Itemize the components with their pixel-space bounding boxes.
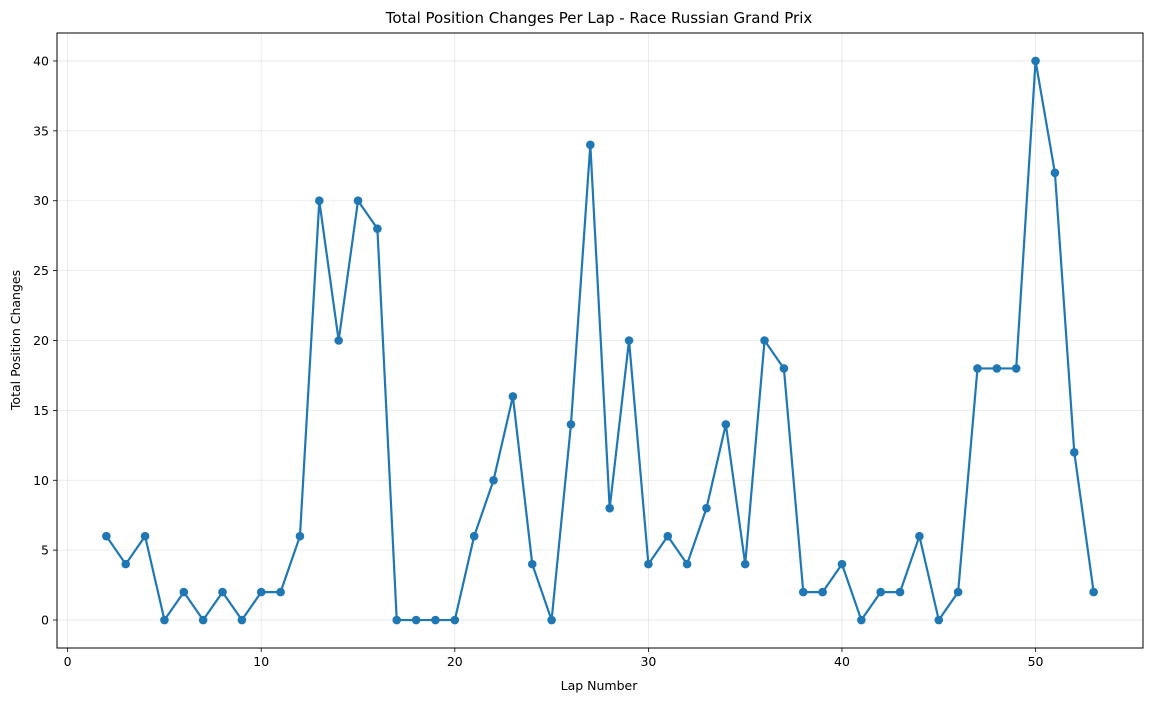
data-point [198,615,208,625]
data-point [256,587,266,597]
data-point [140,531,150,541]
data-point [218,587,227,597]
y-tick-label: 15 [33,403,49,418]
data-point [1069,448,1079,457]
data-point [1031,56,1040,66]
data-point [315,196,324,206]
data-point [566,420,576,429]
y-tick-label: 30 [33,193,49,208]
data-point [992,364,1002,373]
data-point [1050,168,1060,178]
y-tick-label: 0 [41,613,49,628]
data-point [1011,364,1021,373]
x-axis: 0 10 20 30 40 50 [64,648,1044,669]
data-point [353,196,363,206]
data-point [934,615,944,625]
chart-title: Total Position Changes Per Lap - Race Ru… [385,9,813,27]
data-point [973,364,982,373]
data-point [682,559,692,569]
x-axis-label: Lap Number [561,678,639,693]
data-point [373,224,382,233]
data-point [334,336,343,345]
x-tick-label: 50 [1028,654,1044,669]
data-point [586,140,595,150]
data-point [392,615,402,625]
y-tick-label: 35 [33,123,49,138]
data-point [276,587,285,597]
y-tick-label: 10 [33,473,49,488]
data-point [857,615,866,625]
series [102,56,1098,625]
data-point [818,587,827,597]
data-point [295,531,305,541]
data-point [411,615,421,625]
data-point [779,364,789,373]
data-point [702,503,711,513]
data-point [953,587,963,597]
data-point [837,559,847,569]
y-tick-label: 40 [33,53,49,68]
data-point [508,392,518,401]
data-point [237,615,247,625]
data-point [798,587,808,597]
series-line [105,59,1095,622]
y-axis: 0 5 10 15 20 25 30 35 40 [33,53,57,628]
x-tick-label: 20 [447,654,463,669]
x-tick-label: 40 [834,654,850,669]
data-point [605,503,614,513]
data-point [450,615,460,625]
data-point [469,531,479,541]
x-tick-label: 10 [253,654,269,669]
data-point [624,336,634,345]
data-point [431,615,440,625]
data-point [179,587,189,597]
data-point [663,531,673,541]
data-point [547,615,556,625]
y-axis-label: Total Position Changes [8,270,23,411]
data-point [760,336,769,345]
data-point [740,559,750,569]
x-tick-label: 0 [64,654,72,669]
y-tick-label: 25 [33,263,49,278]
data-point [721,420,731,429]
data-point [915,531,924,541]
data-point [160,615,169,625]
data-point [644,559,653,569]
data-point [1089,587,1098,597]
y-tick-label: 20 [33,333,49,348]
y-tick-label: 5 [41,543,49,558]
data-point [102,531,111,541]
data-point [527,559,537,569]
data-point [876,587,885,597]
data-point [121,559,131,569]
data-point [895,587,905,597]
data-point [489,475,498,485]
x-tick-label: 30 [640,654,656,669]
